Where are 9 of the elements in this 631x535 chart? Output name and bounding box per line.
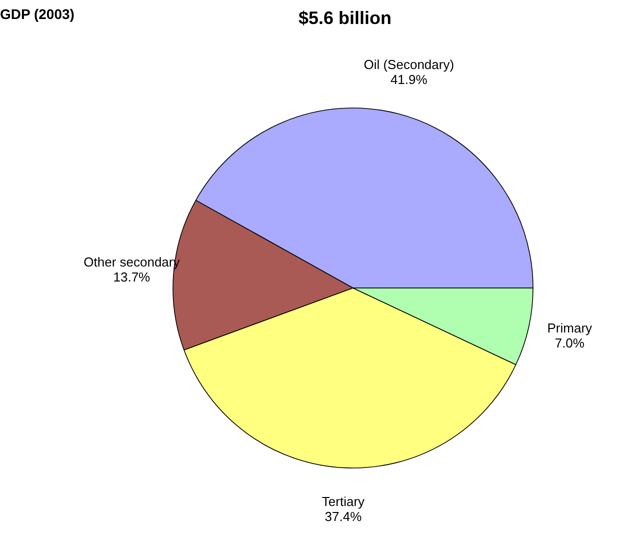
slice-label: Oil (Secondary) — [364, 57, 454, 72]
slice-label: Tertiary — [322, 494, 366, 509]
chart-subtitle: $5.6 billion — [298, 8, 392, 28]
data-label: 13.7% — [113, 270, 151, 285]
chart-title: GDP (2003) — [0, 6, 74, 22]
slice-label: Primary — [547, 320, 593, 336]
data-label: 7.0% — [554, 335, 585, 350]
data-label: 41.9% — [390, 72, 428, 88]
data-label: 37.4% — [324, 508, 362, 524]
